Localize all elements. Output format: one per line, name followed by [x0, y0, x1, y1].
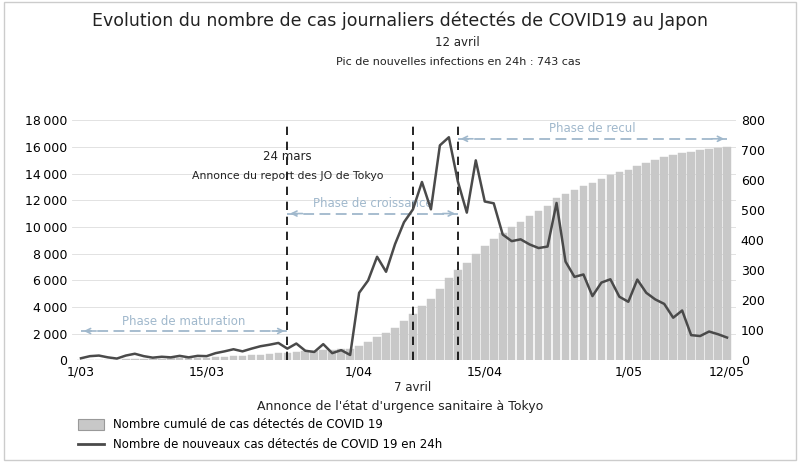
- Bar: [687, 152, 695, 360]
- Bar: [310, 351, 318, 360]
- Bar: [131, 359, 138, 360]
- Bar: [706, 149, 713, 360]
- Bar: [696, 151, 704, 360]
- Bar: [149, 359, 157, 360]
- Bar: [634, 166, 641, 360]
- Bar: [463, 263, 470, 360]
- Bar: [382, 333, 390, 360]
- Bar: [274, 353, 282, 360]
- Bar: [293, 352, 300, 360]
- Bar: [606, 175, 614, 360]
- Bar: [526, 216, 534, 360]
- Bar: [508, 227, 515, 360]
- Bar: [302, 352, 309, 360]
- Bar: [248, 355, 255, 360]
- Bar: [364, 342, 372, 360]
- Bar: [212, 357, 219, 360]
- Bar: [642, 163, 650, 360]
- Text: 24 mars: 24 mars: [263, 150, 312, 163]
- Bar: [580, 186, 587, 360]
- Bar: [140, 359, 147, 360]
- Text: Annonce de l'état d'urgence sanitaire à Tokyo: Annonce de l'état d'urgence sanitaire à …: [257, 400, 543, 413]
- Text: 12 avril: 12 avril: [435, 36, 480, 49]
- Bar: [266, 354, 274, 360]
- Bar: [122, 359, 130, 360]
- Bar: [499, 233, 506, 360]
- Bar: [202, 358, 210, 360]
- Bar: [194, 358, 202, 360]
- Bar: [553, 198, 560, 360]
- Bar: [176, 358, 183, 360]
- Bar: [185, 358, 193, 360]
- Bar: [409, 314, 417, 360]
- Bar: [625, 170, 632, 360]
- Bar: [427, 299, 434, 360]
- Bar: [661, 157, 668, 360]
- Text: Pic de nouvelles infections en 24h : 743 cas: Pic de nouvelles infections en 24h : 743…: [335, 57, 580, 67]
- Bar: [651, 160, 659, 360]
- Bar: [113, 359, 121, 360]
- Bar: [436, 289, 444, 360]
- Bar: [230, 356, 238, 360]
- Text: Annonce du report des JO de Tokyo: Annonce du report des JO de Tokyo: [192, 171, 383, 181]
- Bar: [283, 353, 291, 360]
- Bar: [490, 239, 498, 360]
- Bar: [238, 356, 246, 360]
- Bar: [158, 359, 166, 360]
- Bar: [598, 179, 606, 360]
- Bar: [391, 328, 399, 360]
- Bar: [481, 246, 489, 360]
- Text: Evolution du nombre de cas journaliers détectés de COVID19 au Japon: Evolution du nombre de cas journaliers d…: [92, 12, 708, 30]
- Bar: [615, 172, 623, 360]
- Bar: [167, 359, 174, 360]
- Bar: [374, 337, 381, 360]
- Bar: [319, 350, 327, 360]
- Bar: [670, 155, 677, 360]
- Bar: [589, 183, 596, 360]
- Bar: [534, 211, 542, 360]
- Bar: [400, 322, 408, 360]
- Text: 7 avril: 7 avril: [394, 381, 431, 394]
- Bar: [562, 194, 570, 360]
- Legend: Nombre cumulé de cas détectés de COVID 19, Nombre de nouveaux cas détectés de CO: Nombre cumulé de cas détectés de COVID 1…: [78, 419, 442, 451]
- Bar: [346, 349, 354, 360]
- Bar: [355, 346, 363, 360]
- Bar: [329, 350, 336, 360]
- Bar: [445, 278, 453, 360]
- Text: Phase de maturation: Phase de maturation: [122, 315, 246, 328]
- Bar: [472, 254, 479, 360]
- Bar: [678, 153, 686, 360]
- Bar: [570, 190, 578, 360]
- Bar: [714, 148, 722, 360]
- Bar: [517, 222, 525, 360]
- Bar: [723, 147, 731, 360]
- Bar: [221, 357, 228, 360]
- Text: Phase de recul: Phase de recul: [549, 122, 636, 135]
- Text: Phase de croissance: Phase de croissance: [313, 196, 433, 210]
- Bar: [544, 206, 551, 360]
- Bar: [338, 349, 345, 360]
- Bar: [418, 306, 426, 360]
- Bar: [257, 355, 264, 360]
- Bar: [454, 270, 462, 360]
